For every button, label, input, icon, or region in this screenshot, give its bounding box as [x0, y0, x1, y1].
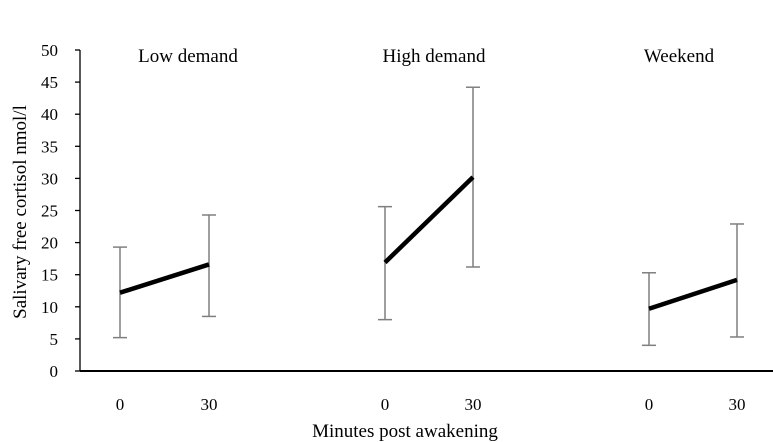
y-tick-label: 50 [41, 41, 58, 60]
x-tick-label: 30 [201, 395, 218, 414]
panel: High demand 0 30 [378, 46, 486, 414]
panel-title: High demand [383, 46, 486, 67]
x-axis-title: Minutes post awakening [312, 421, 498, 442]
y-tick-label: 25 [41, 202, 58, 221]
y-tick-label: 35 [41, 137, 58, 156]
series-line [119, 262, 210, 295]
x-tick-label: 0 [116, 395, 125, 414]
y-tick-label: 5 [50, 330, 59, 349]
y-tick-label: 10 [41, 298, 58, 317]
y-tick-label: 15 [41, 266, 58, 285]
chart-panels: Low demand 0 30 High demand 0 30 Weekend 0 30 [113, 46, 746, 414]
y-axis: 0 5 10 15 20 25 30 35 40 45 50 [41, 41, 81, 381]
series-line [383, 175, 475, 265]
y-tick-label: 45 [41, 73, 58, 92]
series-line [648, 277, 738, 311]
panel: Low demand 0 30 [113, 46, 238, 414]
x-tick-label: 0 [645, 395, 654, 414]
y-tick-label: 20 [41, 234, 58, 253]
y-axis-title: Salivary free cortisol nmol/l [10, 105, 31, 319]
panel: Weekend 0 30 [642, 46, 746, 414]
y-tick-label: 0 [50, 362, 59, 381]
x-tick-label: 0 [381, 395, 390, 414]
x-tick-label: 30 [465, 395, 482, 414]
panel-title: Low demand [138, 46, 238, 67]
y-tick-label: 40 [41, 105, 58, 124]
x-tick-label: 30 [729, 395, 746, 414]
y-tick-label: 30 [41, 169, 58, 188]
panel-title: Weekend [644, 46, 715, 67]
